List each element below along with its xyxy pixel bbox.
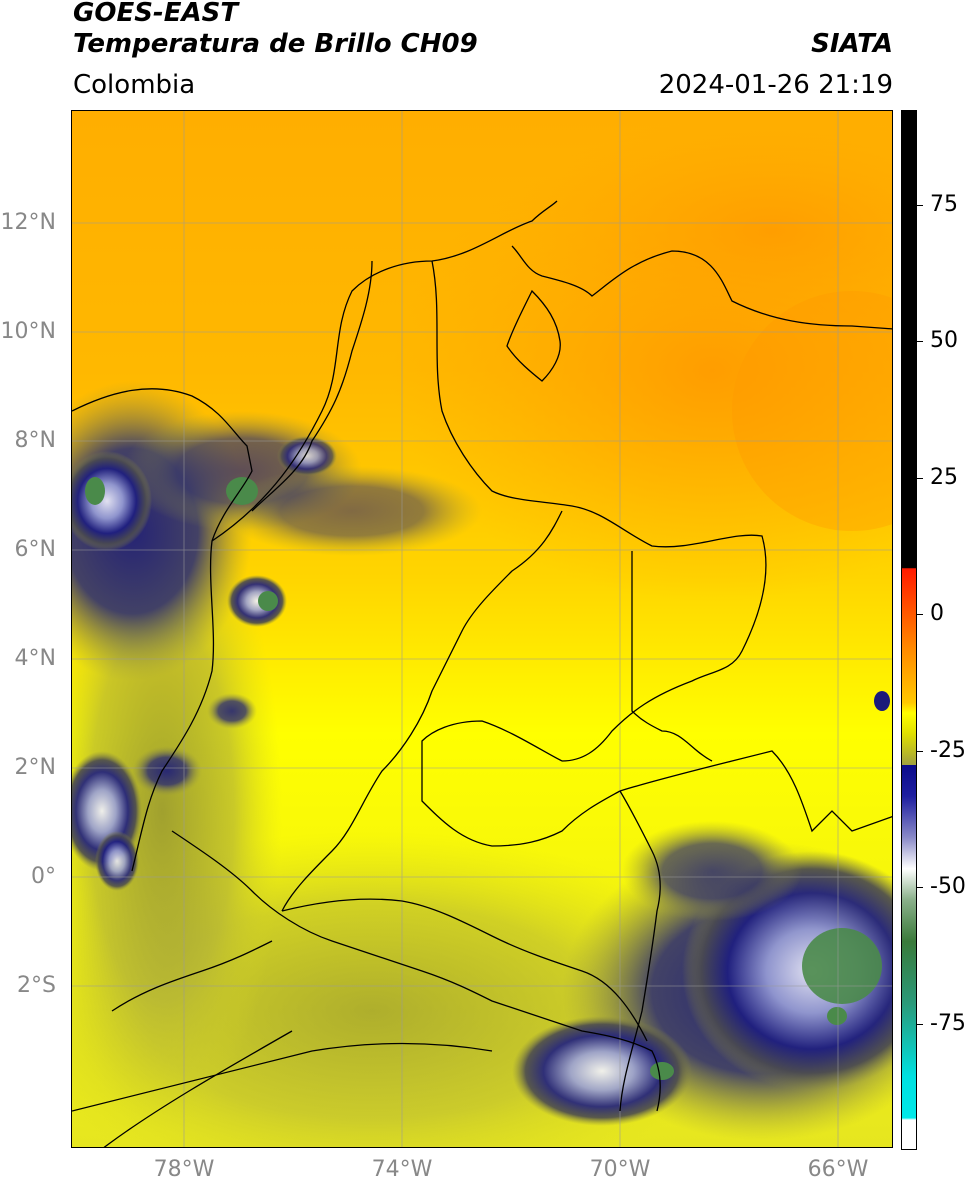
cbar-tickmark [917, 887, 923, 888]
satellite-map [71, 110, 893, 1148]
cbar-label-0: 0 [930, 601, 944, 626]
cbar-label-50: 50 [930, 328, 958, 353]
lat-label-12N: 12°N [0, 210, 56, 235]
lat-label-8N: 8°N [14, 428, 56, 453]
cbar-tickmark [917, 205, 923, 206]
lat-label-2N: 2°N [14, 755, 56, 780]
borders [72, 200, 892, 1147]
brightness-temperature-image [72, 111, 892, 1147]
lat-label-0: 0° [31, 864, 56, 889]
satellite-title: GOES-EAST [73, 0, 239, 28]
cbar-label-neg75: -75 [930, 1011, 966, 1036]
cbar-tickmark [917, 478, 923, 479]
cbar-label-25: 25 [930, 465, 958, 490]
cbar-tickmark [917, 1024, 923, 1025]
cbar-tickmark [917, 341, 923, 342]
cbar-label-75: 75 [930, 192, 958, 217]
lat-label-4N: 4°N [14, 646, 56, 671]
product-title: Temperatura de Brillo CH09 [73, 29, 478, 59]
brand-label: SIATA [811, 29, 893, 59]
lon-label-70W: 70°W [589, 1157, 651, 1182]
graticule [72, 111, 892, 1147]
lat-label-2S: 2°S [17, 973, 56, 998]
lon-label-78W: 78°W [153, 1157, 215, 1182]
cbar-tickmark [917, 614, 923, 615]
cbar-label-neg25: -25 [930, 738, 966, 763]
lat-label-6N: 6°N [14, 537, 56, 562]
cbar-tickmark [917, 751, 923, 752]
cbar-label-neg50: -50 [930, 874, 966, 899]
datetime-label: 2024-01-26 21:19 [658, 70, 893, 100]
colorbar [901, 110, 917, 1150]
lon-label-74W: 74°W [371, 1157, 433, 1182]
lon-label-66W: 66°W [807, 1157, 869, 1182]
region-label: Colombia [73, 70, 196, 100]
lat-label-10N: 10°N [0, 319, 56, 344]
